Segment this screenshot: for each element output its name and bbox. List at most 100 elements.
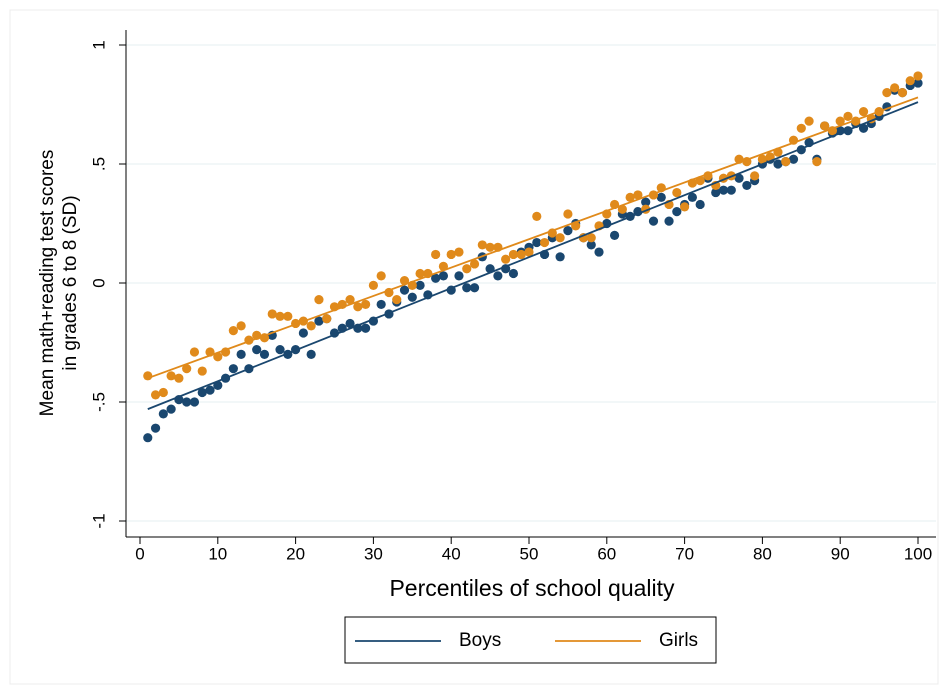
x-tick-label: 100 (904, 544, 932, 563)
point (182, 364, 192, 374)
point (508, 249, 519, 260)
point (843, 111, 853, 121)
x-tick-label: 70 (675, 544, 694, 563)
graph-frame (9, 9, 939, 685)
point (586, 240, 596, 250)
fit-line (147, 96, 919, 380)
legend-label: Boys (459, 630, 501, 651)
point (532, 211, 542, 221)
point (609, 230, 620, 240)
point (415, 280, 425, 290)
point (462, 283, 472, 293)
point (197, 366, 207, 376)
point (501, 254, 511, 264)
point (236, 349, 246, 359)
point (454, 271, 464, 281)
point (555, 252, 565, 262)
point (781, 157, 791, 167)
point (687, 192, 697, 202)
point (788, 154, 799, 164)
x-tick-label: 80 (753, 544, 772, 563)
y-axis-title-line: Mean math+reading test scores (37, 150, 58, 417)
point (586, 233, 596, 243)
point (205, 385, 215, 395)
point (796, 123, 806, 133)
point (158, 409, 168, 419)
y-tick-label: -1 (89, 513, 108, 528)
point (166, 371, 176, 381)
point (189, 347, 200, 357)
point (532, 237, 542, 248)
point (913, 78, 923, 88)
point (524, 247, 534, 257)
point (143, 371, 153, 381)
point (454, 247, 464, 257)
point (150, 390, 161, 400)
point (322, 314, 332, 324)
point (431, 249, 441, 260)
point (882, 88, 892, 98)
fit-line (147, 101, 919, 410)
point (594, 247, 604, 257)
point (182, 397, 192, 407)
point (858, 123, 869, 133)
point (734, 173, 744, 183)
point (252, 345, 262, 355)
point (361, 323, 371, 333)
point (462, 264, 472, 274)
point (275, 311, 285, 321)
point (563, 226, 573, 236)
point (228, 326, 238, 336)
point (361, 299, 371, 310)
x-tick-label: 50 (520, 544, 539, 563)
point (625, 192, 635, 202)
point (648, 216, 659, 226)
x-tick-label: 10 (208, 544, 227, 563)
point (438, 271, 449, 281)
point (812, 157, 822, 167)
point (267, 309, 277, 319)
point (718, 185, 729, 195)
point (485, 242, 495, 252)
point (143, 433, 153, 443)
point (174, 373, 184, 383)
point (259, 349, 270, 359)
point (306, 321, 316, 331)
point (656, 192, 666, 202)
point (469, 283, 480, 293)
point (905, 76, 915, 86)
point (890, 83, 900, 93)
point (493, 271, 503, 281)
point (539, 237, 550, 248)
point (345, 318, 355, 329)
point (407, 292, 417, 302)
point (399, 285, 410, 295)
point (166, 404, 176, 414)
point (197, 387, 207, 398)
point (477, 240, 487, 250)
y-tick-label: 1 (89, 40, 108, 49)
point (680, 202, 690, 212)
legend-label: Girls (659, 630, 698, 651)
x-axis-title: Percentiles of school quality (389, 575, 675, 601)
point (283, 311, 293, 321)
point (376, 271, 386, 281)
point (897, 88, 908, 98)
point (757, 154, 768, 164)
point (469, 259, 480, 269)
x-tick-label: 90 (831, 544, 850, 563)
point (306, 349, 316, 359)
point (345, 295, 355, 305)
legend-box (344, 616, 717, 664)
point (804, 116, 814, 126)
x-tick-label: 30 (364, 544, 383, 563)
point (298, 328, 308, 338)
point (858, 107, 869, 117)
point (742, 180, 752, 191)
point (236, 321, 246, 331)
x-tick-label: 60 (597, 544, 616, 563)
y-axis-title: Mean math+reading test scores in grades … (37, 150, 81, 417)
point (672, 187, 682, 198)
point (189, 397, 200, 407)
y-tick-label: 0 (89, 278, 108, 287)
